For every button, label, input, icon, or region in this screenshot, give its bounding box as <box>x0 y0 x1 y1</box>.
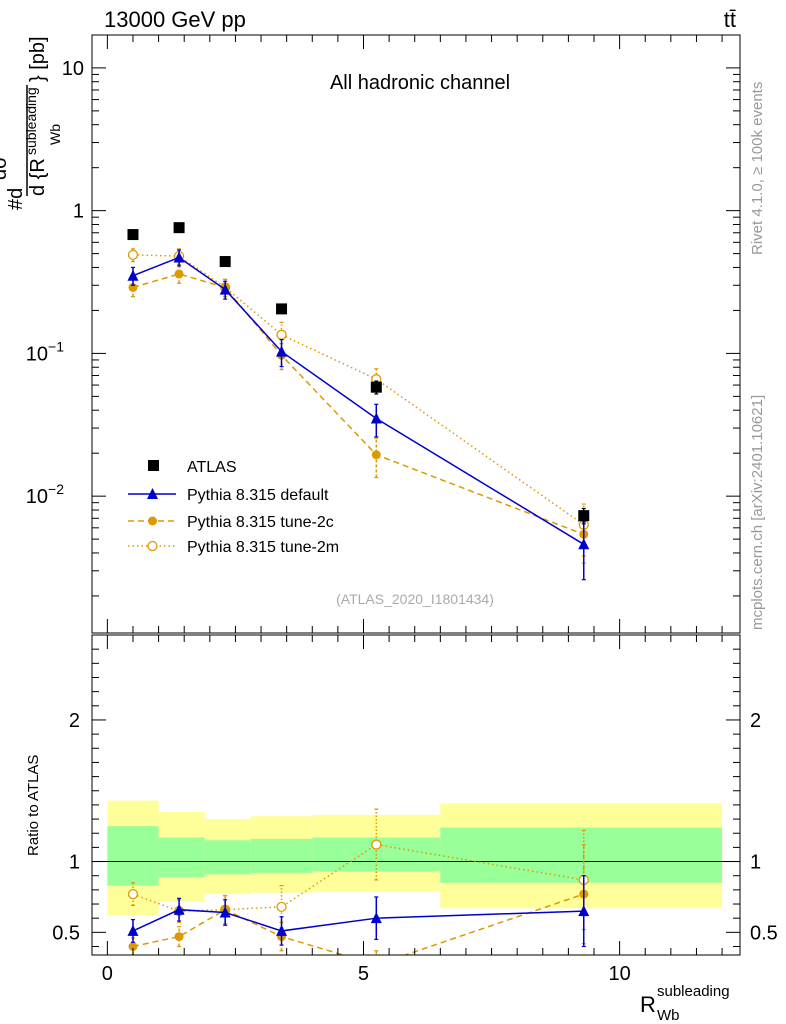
legend: ATLAS Pythia 8.315 default Pythia 8.315 … <box>128 459 339 556</box>
main-series-default <box>127 249 590 581</box>
ratio-line-tune2m <box>132 843 584 912</box>
ratio-bands <box>107 800 723 916</box>
main-y-tick-label: 10−1 <box>26 338 64 365</box>
legend-label-tune2m: Pythia 8.315 tune-2m <box>187 539 339 556</box>
main-point-default <box>276 345 288 357</box>
ratio-y-tick-label-right: 1 <box>750 852 761 874</box>
energy-label: 13000 GeV pp <box>104 7 246 32</box>
legend-entry-default: Pythia 8.315 default <box>128 487 329 504</box>
legend-marker-default <box>147 488 158 499</box>
legend-label-default: Pythia 8.315 default <box>187 487 329 504</box>
legend-marker-atlas <box>148 460 159 471</box>
ratio-point-default <box>219 906 231 918</box>
main-y-tick-label: 10−2 <box>26 481 64 508</box>
ratio-ticks: 0.5 0.5 1 1 2 2 0 5 10 <box>52 634 778 985</box>
svg-text:Wb: Wb <box>47 124 63 145</box>
process-label: tt̄ <box>724 7 736 32</box>
ratio-panel: 0.5 0.5 1 1 2 2 0 5 10 Ratio to ATLAS R Wb suble… <box>25 634 778 1024</box>
main-y-axis-label: #d dσ d {R Wb subleading } [pb] <box>0 36 63 210</box>
x-axis-label: R Wb subleading <box>640 983 730 1024</box>
main-series-atlas <box>127 222 590 525</box>
main-point-atlas <box>173 222 185 234</box>
legend-entry-atlas: ATLAS <box>148 459 237 476</box>
main-point-tune2c <box>371 450 381 460</box>
main-series <box>127 222 590 581</box>
ratio-y-tick-label-right: 0.5 <box>750 922 778 944</box>
x-axis-label-main: R <box>640 992 656 1017</box>
x-tick-label: 0 <box>102 963 113 985</box>
ratio-line-tune2c <box>132 893 585 955</box>
x-axis-label-sup: subleading <box>657 983 730 1000</box>
ratio-point-tune2m <box>276 901 287 913</box>
main-y-tick-label: 10 <box>62 58 84 80</box>
ratio-plot-frame <box>91 634 741 956</box>
main-point-tune2m <box>127 249 139 261</box>
ratio-point-tune2m <box>127 888 139 900</box>
legend-entry-tune2m: Pythia 8.315 tune-2m <box>128 539 339 556</box>
svg-text:subleading: subleading <box>23 87 39 155</box>
legend-label-atlas: ATLAS <box>187 459 237 476</box>
ratio-point-default <box>173 903 185 915</box>
main-point-default <box>127 269 139 281</box>
main-title: All hadronic channel <box>330 72 510 94</box>
ratio-band-green <box>204 840 251 875</box>
main-y-tick-exp: −2 <box>48 481 64 497</box>
ratio-series-default <box>127 875 590 948</box>
ratio-point-default <box>276 924 288 936</box>
ratio-series <box>127 808 590 969</box>
legend-marker-tune2c <box>148 516 157 526</box>
main-point-atlas <box>219 256 231 268</box>
main-point-default <box>219 283 231 295</box>
main-y-tick-label: 1 <box>73 201 84 223</box>
main-point-atlas <box>127 229 139 241</box>
svg-text:#d: #d <box>5 188 27 210</box>
ratio-point-tune2c <box>128 942 138 952</box>
main-point-tune2m <box>276 329 287 340</box>
ratio-y-axis-label: Ratio to ATLAS <box>25 755 42 856</box>
ratio-band-green <box>158 837 205 878</box>
x-tick-label: 10 <box>608 963 630 985</box>
main-point-tune2c <box>174 269 184 279</box>
main-point-default <box>370 412 382 424</box>
main-point-default <box>173 251 185 263</box>
main-point-tune2c <box>128 282 138 292</box>
main-plot-frame <box>91 34 741 634</box>
ratio-point-tune2m <box>371 839 382 850</box>
ratio-line-default <box>132 908 584 932</box>
main-line-default <box>132 256 585 545</box>
ratio-point-tune2c <box>174 932 184 942</box>
main-point-atlas <box>578 510 590 522</box>
main-point-atlas <box>276 303 288 315</box>
main-point-atlas <box>370 381 382 393</box>
x-tick-label: 5 <box>358 963 369 985</box>
ratio-y-tick-label-right: 2 <box>750 710 761 732</box>
main-ticks: 10 1 10−1 10−2 <box>26 35 740 633</box>
ratio-point-default <box>370 912 382 924</box>
mcplots-label: mcplots.cern.ch [arXiv:2401.10621] <box>749 395 766 630</box>
ratio-band-green <box>440 827 723 883</box>
ratio-point-default <box>127 924 139 936</box>
ratio-point-default <box>578 905 590 917</box>
svg-text:d {R: d {R <box>27 158 49 196</box>
ratio-band-green <box>250 838 313 873</box>
main-point-default <box>578 538 590 550</box>
legend-label-tune2c: Pythia 8.315 tune-2c <box>187 514 334 531</box>
main-y-tick-exp: −1 <box>48 338 64 354</box>
svg-text:} [pb]: } [pb] <box>27 36 49 82</box>
ratio-y-tick-label: 1 <box>69 852 80 874</box>
legend-marker-tune2m <box>147 540 158 552</box>
main-panel: All hadronic channel (ATLAS_2020_I180143… <box>0 34 741 634</box>
legend-entry-tune2c: Pythia 8.315 tune-2c <box>128 514 334 531</box>
rivet-label: Rivet 4.1.0, ≥ 100k events <box>749 82 766 255</box>
ratio-y-tick-label: 2 <box>69 710 80 732</box>
ratio-band-green <box>107 826 159 886</box>
main-watermark: (ATLAS_2020_I1801434) <box>336 591 494 607</box>
x-axis-label-sub: Wb <box>657 1007 680 1024</box>
ratio-y-tick-label: 0.5 <box>52 922 80 944</box>
main-ylabel-dsigma: dσ <box>0 156 11 180</box>
main-line-tune2m <box>132 254 585 526</box>
ratio-point-tune2c <box>372 960 381 969</box>
